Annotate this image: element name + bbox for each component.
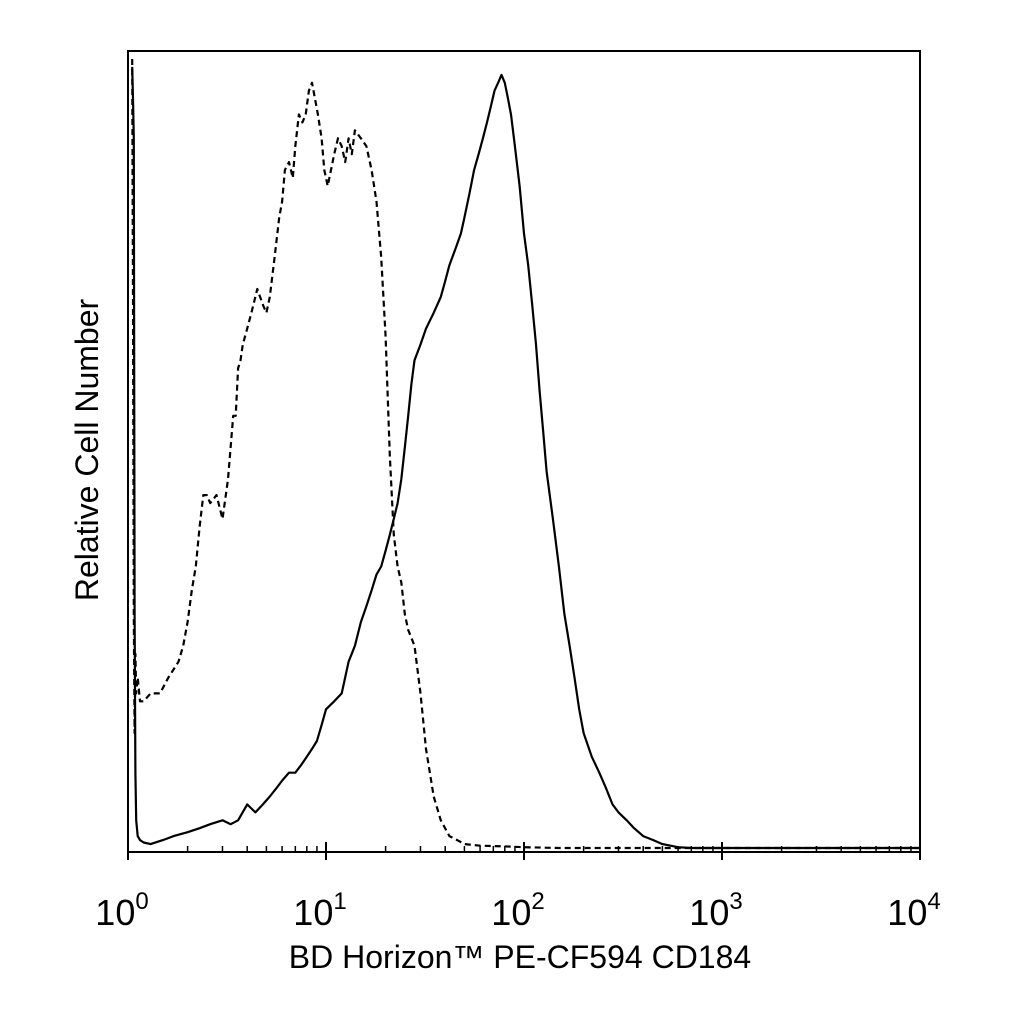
x-axis-label: BD Horizon™ PE-CF594 CD184 [289, 939, 751, 975]
x-tick-label: 101 [293, 888, 346, 933]
x-tick-label: 102 [491, 888, 544, 933]
x-tick-label: 104 [887, 888, 940, 933]
x-tick-labels: 100 101 102 103 104 [95, 888, 940, 933]
series-layer [131, 58, 920, 850]
plot-frame [127, 50, 921, 853]
y-axis-label: Relative Cell Number [69, 298, 105, 601]
x-major-ticks [127, 842, 921, 860]
series-line-solid [131, 66, 920, 850]
x-tick-label: 100 [95, 888, 148, 933]
series-line-dashed [131, 58, 920, 850]
x-tick-label: 103 [689, 888, 742, 933]
